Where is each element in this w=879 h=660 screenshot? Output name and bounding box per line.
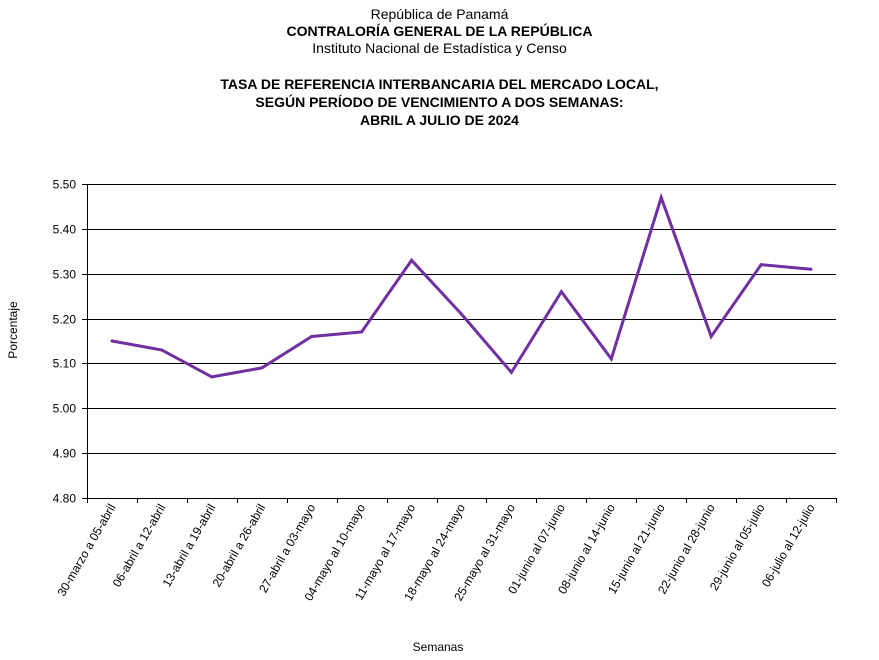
y-tick-label: 5.20 [53,313,77,327]
y-tick-label: 5.10 [53,357,77,371]
data-point [160,348,164,352]
data-point [509,370,513,374]
x-axis-label: Semanas [413,640,464,654]
header-country: República de Panamá [370,6,509,22]
y-tick-label: 4.90 [53,447,77,461]
header-institution: CONTRALORÍA GENERAL DE LA REPÚBLICA [286,23,593,39]
data-point [759,263,763,267]
x-tick-label: 06-julio al 12-julio [759,501,818,589]
x-tick-label: 06-abril a 12-abril [110,502,169,590]
x-tick-label: 29-junio al 05-julio [707,501,768,593]
data-point [659,196,663,199]
chart-title-line-2: SEGÚN PERÍODO DE VENCIMIENTO A DOS SEMAN… [255,94,624,110]
series-line [111,192,812,379]
y-tick-label: 5.30 [53,268,77,282]
y-tick-label: 5.00 [53,402,77,416]
data-point [460,312,463,316]
data-point [809,267,813,271]
gridlines [82,184,837,503]
series-rate [110,192,813,379]
chart-title-line-3: ABRIL A JULIO DE 2024 [360,112,519,128]
data-point [410,258,414,262]
data-point [260,366,264,370]
data-point [110,339,114,343]
data-point [360,330,364,334]
x-tick-label: 30-marzo a 05-abril [54,502,118,599]
y-tick-label: 5.40 [53,223,77,237]
y-axis-ticks: 4.80 4.90 5.00 5.10 5.20 5.30 5.40 5.50 [53,178,77,506]
y-axis-label: Porcentaje [6,301,20,359]
chart-title-line-1: TASA DE REFERENCIA INTERBANCARIA DEL MER… [220,76,659,92]
data-point [559,290,563,294]
data-point [709,335,713,338]
header-institute: Instituto Nacional de Estadística y Cens… [312,40,567,56]
y-tick-label: 4.80 [53,492,77,506]
y-tick-label: 5.50 [53,178,77,192]
data-point [609,357,613,361]
x-tick-label: 20-abril a 26-abril [210,502,269,590]
data-point [210,375,214,379]
data-point [310,335,314,338]
x-tick-label: 13-abril a 19-abril [160,502,219,590]
